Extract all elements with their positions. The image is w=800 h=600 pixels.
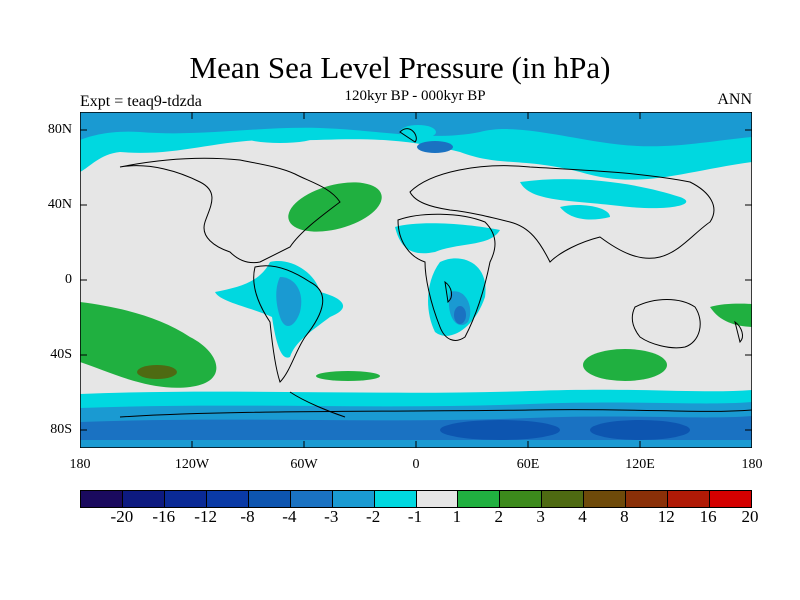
lat-label-0: 0 xyxy=(65,272,72,287)
colorbar-swatch xyxy=(626,491,669,507)
arctic-patch xyxy=(245,131,315,143)
season-label: ANN xyxy=(717,91,752,108)
lat-label-40s: 40S xyxy=(50,347,72,362)
colorbar-swatch xyxy=(206,491,249,507)
colorbar-label: 12 xyxy=(657,507,675,526)
lon-label-180e: 180 xyxy=(741,457,763,472)
colorbar-label: 8 xyxy=(620,507,629,526)
colorbar-label: 3 xyxy=(536,507,545,526)
colorbar-swatch xyxy=(374,491,417,507)
colorbar-swatch xyxy=(500,491,543,507)
colorbar-label: 16 xyxy=(699,507,717,526)
south-pacific-high xyxy=(80,302,217,388)
experiment-label: Expt = teaq9-tdzda xyxy=(80,93,202,110)
south-africa-core xyxy=(454,306,466,324)
colorbar-swatch xyxy=(164,491,207,507)
lat-label-80s: 80S xyxy=(50,422,72,437)
atlantic-high xyxy=(288,182,382,232)
lat-label-40n: 40N xyxy=(47,197,72,212)
colorbar xyxy=(80,490,752,508)
south-america-blue xyxy=(276,277,302,327)
antarctic-low xyxy=(440,420,560,440)
colorbar-label: -12 xyxy=(194,507,217,526)
arctic-patch xyxy=(417,141,453,153)
colorbar-swatch xyxy=(81,491,123,507)
map-subtitle: 120kyr BP - 000kyr BP xyxy=(344,88,486,104)
colorbar-swatch xyxy=(584,491,627,507)
colorbar-swatch xyxy=(710,491,751,507)
antarctic-low xyxy=(590,420,690,440)
colorbar-label: 1 xyxy=(452,507,462,526)
axis-ticks xyxy=(80,112,752,448)
lon-label-120e: 120E xyxy=(625,457,655,472)
colorbar-swatch xyxy=(122,491,165,507)
arctic-patch xyxy=(400,125,436,139)
map-title: Mean Sea Level Pressure (in hPa) xyxy=(189,50,611,85)
colorbar-swatch xyxy=(668,491,711,507)
colorbar-swatch xyxy=(416,491,459,507)
colorbar-label: 4 xyxy=(578,507,587,526)
colorbar-swatch xyxy=(290,491,333,507)
colorbar-label: -16 xyxy=(152,507,176,526)
south-atlantic-high xyxy=(316,371,380,381)
colorbar-label: -3 xyxy=(324,507,339,526)
lon-label-60w: 60W xyxy=(290,457,318,472)
tasman-high xyxy=(710,303,752,327)
colorbar-label: -2 xyxy=(366,507,381,526)
colorbar-swatch xyxy=(458,491,501,507)
eurasia-cyan xyxy=(520,179,687,209)
colorbar-label: 2 xyxy=(494,507,504,526)
colorbar-swatch xyxy=(248,491,291,507)
colorbar-swatch xyxy=(542,491,585,507)
lon-label-0: 0 xyxy=(412,457,420,472)
colorbar-label: 20 xyxy=(741,507,759,526)
colorbar-label: -20 xyxy=(110,507,134,526)
colorbar-label: -1 xyxy=(407,507,423,526)
lon-label-60e: 60E xyxy=(516,457,540,472)
asia-cyan xyxy=(560,205,610,220)
pressure-map xyxy=(80,112,752,448)
colorbar-swatch xyxy=(332,491,375,507)
lon-label-120w: 120W xyxy=(174,457,210,472)
indian-ocean-high xyxy=(583,349,667,381)
lat-label-80n: 80N xyxy=(47,122,72,137)
sahara-cyan xyxy=(395,223,500,254)
colorbar-label: -8 xyxy=(240,507,255,526)
colorbar-label: -4 xyxy=(282,507,297,526)
coastlines xyxy=(119,128,752,418)
south-pacific-core xyxy=(137,365,177,379)
lon-label-180w: 180 xyxy=(69,457,91,472)
map-svg xyxy=(80,112,752,448)
